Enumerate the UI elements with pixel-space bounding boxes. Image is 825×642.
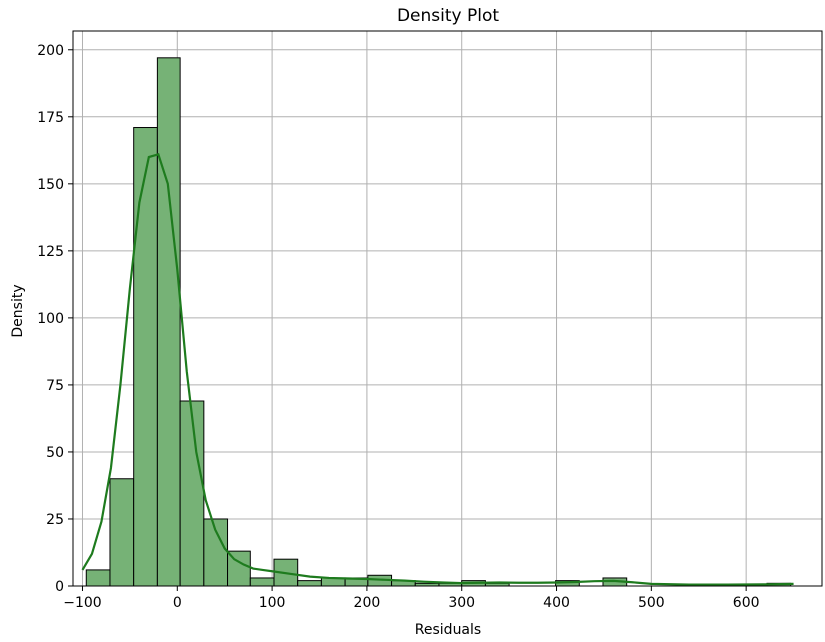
y-tick-label: 100: [37, 311, 64, 327]
chart-title: Density Plot: [397, 6, 499, 26]
axis-ticks: −100 0 100 200 300 400 500 60002550751001251501…: [37, 43, 759, 611]
histogram-bar: [249, 577, 275, 587]
y-tick-label: 75: [46, 378, 64, 394]
y-axis-label: Density: [10, 284, 26, 337]
histogram-bar: [156, 57, 181, 587]
histogram-bar: [179, 400, 205, 587]
histogram-bar: [109, 478, 135, 587]
plot-frame: [72, 30, 823, 587]
y-tick-label: 175: [37, 110, 64, 126]
x-tick-label: 100: [259, 595, 286, 611]
histogram-bar: [133, 127, 158, 587]
x-tick-label: 400: [543, 595, 570, 611]
kde-curve: [81, 152, 794, 586]
histogram-bar: [297, 580, 322, 587]
x-tick-label: 600: [733, 595, 760, 611]
histogram-bars: [85, 57, 792, 587]
y-tick-label: 0: [55, 579, 64, 595]
y-tick-label: 125: [37, 244, 64, 260]
x-tick-label: 200: [354, 595, 381, 611]
y-tick-label: 50: [46, 445, 64, 461]
x-axis-label: Residuals: [415, 622, 481, 638]
x-tick-label: −100: [63, 595, 101, 611]
x-tick-label: 500: [638, 595, 665, 611]
y-tick-label: 200: [37, 43, 64, 59]
y-tick-label: 25: [46, 512, 64, 528]
x-tick-label: 300: [448, 595, 475, 611]
histogram-bar: [85, 569, 111, 587]
y-tick-label: 150: [37, 177, 64, 193]
x-tick-label: 0: [173, 595, 182, 611]
